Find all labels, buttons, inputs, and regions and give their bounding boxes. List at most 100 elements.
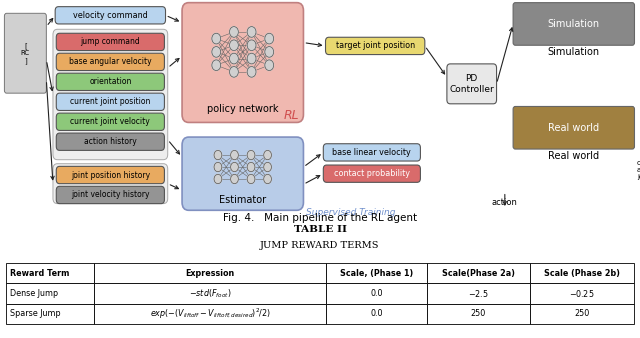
Circle shape [230, 53, 238, 64]
Circle shape [247, 67, 256, 77]
Text: Reward Term: Reward Term [10, 269, 69, 278]
Text: action: action [492, 198, 518, 207]
FancyBboxPatch shape [56, 53, 164, 71]
Circle shape [264, 150, 271, 160]
FancyBboxPatch shape [56, 113, 164, 130]
Text: current joint velocity: current joint velocity [70, 117, 150, 126]
FancyBboxPatch shape [4, 13, 46, 93]
FancyBboxPatch shape [56, 73, 164, 91]
Circle shape [214, 174, 222, 184]
Bar [326, 263, 427, 283]
Circle shape [247, 174, 255, 184]
Text: Dense Jump: Dense Jump [10, 289, 58, 298]
Circle shape [264, 174, 271, 184]
FancyBboxPatch shape [56, 133, 164, 150]
Text: target joint position: target joint position [335, 42, 415, 50]
Circle shape [247, 150, 255, 160]
Text: TABLE II: TABLE II [294, 225, 346, 234]
Text: $-0.25$: $-0.25$ [569, 288, 595, 299]
FancyBboxPatch shape [513, 106, 634, 149]
Bar [530, 263, 634, 283]
Bar [427, 263, 530, 283]
Circle shape [230, 150, 238, 160]
Text: orientation: orientation [89, 77, 132, 86]
Text: current joint position: current joint position [70, 97, 150, 106]
Bar [427, 304, 530, 324]
Circle shape [265, 33, 274, 44]
Text: 0.0: 0.0 [370, 289, 383, 298]
Text: 0.0: 0.0 [370, 309, 383, 318]
Circle shape [247, 40, 256, 51]
FancyBboxPatch shape [56, 166, 164, 184]
Bar [6, 263, 94, 283]
Text: jump command: jump command [81, 38, 140, 46]
Circle shape [230, 174, 238, 184]
Text: policy network: policy network [207, 104, 278, 114]
FancyBboxPatch shape [182, 3, 303, 122]
Text: base angular velocity: base angular velocity [69, 57, 152, 66]
Circle shape [247, 162, 255, 172]
Text: action history: action history [84, 137, 137, 146]
Circle shape [247, 53, 256, 64]
Text: joint velocity history: joint velocity history [71, 191, 150, 199]
FancyBboxPatch shape [56, 186, 164, 203]
Circle shape [230, 27, 238, 37]
Text: RL: RL [284, 109, 299, 122]
FancyBboxPatch shape [55, 7, 166, 24]
Circle shape [265, 47, 274, 57]
Circle shape [212, 60, 221, 71]
Circle shape [230, 67, 238, 77]
Circle shape [212, 47, 221, 57]
Text: contact probability: contact probability [334, 169, 410, 178]
FancyBboxPatch shape [513, 3, 634, 45]
Text: Simulation: Simulation [548, 19, 600, 29]
Text: Scale(Phase 2a): Scale(Phase 2a) [442, 269, 515, 278]
Text: Scale (Phase 2b): Scale (Phase 2b) [544, 269, 620, 278]
Bar [326, 283, 427, 304]
FancyBboxPatch shape [447, 64, 497, 104]
Circle shape [230, 162, 238, 172]
Text: Supervised Training: Supervised Training [306, 209, 395, 217]
Circle shape [265, 60, 274, 71]
Bar [6, 283, 94, 304]
FancyBboxPatch shape [323, 165, 420, 182]
Bar [530, 304, 634, 324]
Text: Real world: Real world [548, 123, 599, 133]
Bar [6, 304, 94, 324]
Bar [530, 283, 634, 304]
Circle shape [214, 162, 222, 172]
Text: velocity command: velocity command [73, 11, 148, 20]
FancyBboxPatch shape [56, 93, 164, 111]
Bar [427, 283, 530, 304]
FancyBboxPatch shape [53, 29, 168, 160]
Text: $exp(-(V_{liftoff}-V_{liftoff,desired})^2/2)$: $exp(-(V_{liftoff}-V_{liftoff,desired})^… [150, 307, 271, 321]
Text: Estimator: Estimator [219, 195, 266, 204]
FancyBboxPatch shape [53, 164, 168, 203]
Text: base linear velocity: base linear velocity [333, 148, 412, 157]
Bar [94, 263, 326, 283]
Text: 250: 250 [471, 309, 486, 318]
Text: $-2.5$: $-2.5$ [468, 288, 489, 299]
Text: [
RC
]: [ RC ] [21, 43, 30, 64]
FancyBboxPatch shape [182, 137, 303, 210]
Text: Expression: Expression [186, 269, 235, 278]
Text: 250: 250 [574, 309, 589, 318]
FancyBboxPatch shape [323, 144, 420, 161]
Circle shape [212, 33, 221, 44]
Bar [326, 304, 427, 324]
Circle shape [214, 150, 222, 160]
Text: Real world: Real world [548, 151, 599, 161]
FancyBboxPatch shape [326, 37, 425, 54]
Bar [94, 283, 326, 304]
Text: JUMP REWARD TERMS: JUMP REWARD TERMS [260, 241, 380, 250]
Bar [94, 304, 326, 324]
Text: $-std(F_{foot})$: $-std(F_{foot})$ [189, 287, 232, 300]
Text: Fig. 4.   Main pipeline of the RL agent: Fig. 4. Main pipeline of the RL agent [223, 213, 417, 223]
Circle shape [264, 162, 271, 172]
Text: PD
Controller: PD Controller [449, 74, 494, 94]
Circle shape [247, 27, 256, 37]
Text: Sparse Jump: Sparse Jump [10, 309, 60, 318]
Circle shape [230, 40, 238, 51]
FancyBboxPatch shape [56, 33, 164, 51]
Text: joint position history: joint position history [71, 170, 150, 179]
